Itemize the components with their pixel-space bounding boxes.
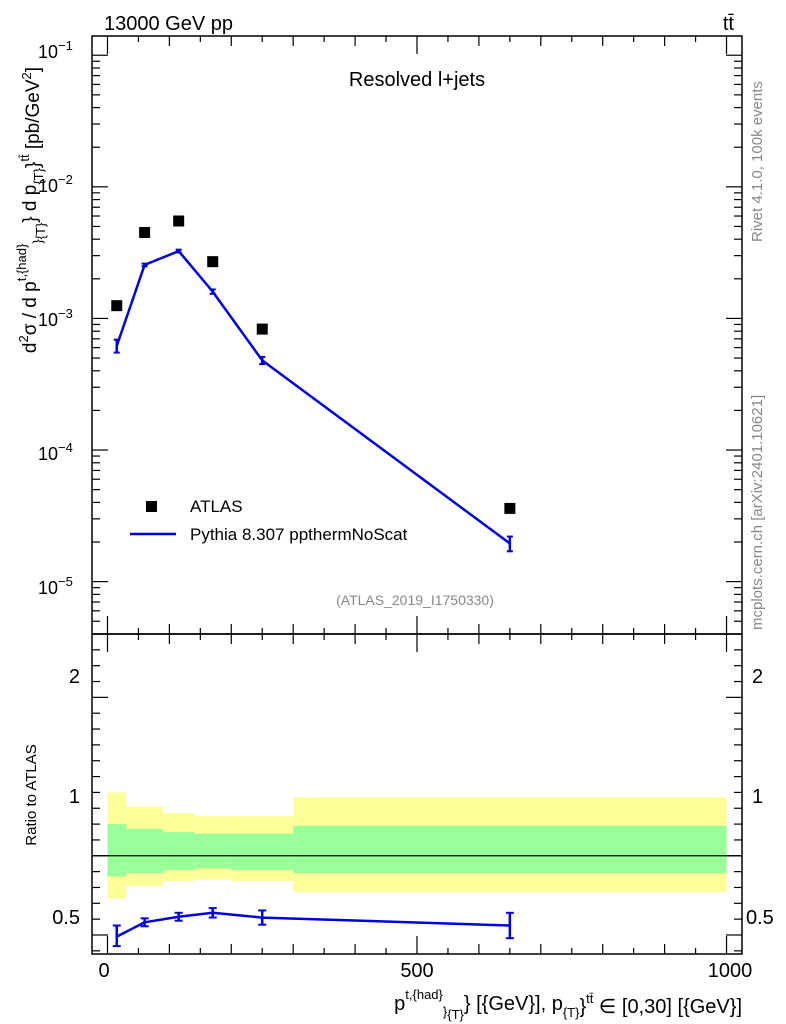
legend-data-marker: [146, 501, 157, 512]
atlas-data-points: [111, 215, 516, 514]
ratio-mc-line: [116, 911, 510, 938]
analysis-title: Resolved l+jets: [349, 69, 485, 91]
mc-error-bars: [113, 248, 513, 553]
atlas-data-point: [207, 256, 219, 268]
ratio-tick-2-left: 2: [69, 666, 80, 688]
main-axis-ticks: [92, 54, 742, 635]
atlas-data-point: [139, 226, 151, 238]
y-ratio-axis-label: Ratio to ATLAS: [23, 744, 40, 845]
y-tick-1e-4: 10−4: [38, 440, 73, 464]
x-tick-0: 0: [98, 960, 109, 982]
ratio-band-inner-bin: [126, 828, 164, 874]
process-label: tt̄: [723, 13, 735, 35]
ratio-band-inner-bin: [107, 824, 127, 877]
analysis-id: (ATLAS_2019_I1750330): [336, 592, 494, 608]
x-tick-1000: 1000: [708, 960, 753, 982]
x-tick-500: 500: [400, 960, 433, 982]
legend-mc-label: Pythia 8.307 ppthermNoScat: [190, 525, 408, 544]
main-panel-frame: [91, 35, 743, 635]
ratio-band-inner-bin: [194, 833, 232, 869]
ratio-band-inner-group: [107, 824, 727, 877]
mcplots-label: mcplots.cern.ch [arXiv:2401.10621]: [749, 395, 766, 630]
ratio-panel-frame: [91, 633, 743, 955]
ratio-band-inner-bin: [293, 825, 727, 874]
ratio-tick-05-right: 0.5: [746, 907, 774, 929]
ratio-tick-2-right: 2: [752, 666, 763, 688]
ratio-tick-1-left: 1: [69, 786, 80, 808]
x-axis-ticks: [106, 36, 728, 954]
atlas-data-point: [173, 215, 185, 227]
atlas-data-point: [504, 502, 516, 514]
y-main-tick-labels: 10−1 10−2 10−3 10−4 10−5: [38, 38, 73, 598]
rivet-label: Rivet 4.1.0, 100k events: [749, 81, 766, 242]
ratio-tick-1-right: 1: [752, 786, 763, 808]
ratio-axis-ticks: [92, 649, 742, 952]
legend: ATLAS Pythia 8.307 ppthermNoScat: [130, 497, 408, 544]
ratio-band-inner-bin: [231, 833, 294, 871]
x-axis-label: pt,{had}}{T}} [{GeV}], p{T}}tt̄ ∈ [0,30]…: [394, 987, 742, 1022]
y-tick-1e-5: 10−5: [38, 574, 73, 598]
y-tick-1e-1: 10−1: [38, 38, 73, 62]
atlas-data-point: [111, 300, 123, 312]
legend-data-label: ATLAS: [190, 497, 243, 516]
mc-line: [115, 249, 511, 545]
y-tick-1e-3: 10−3: [38, 306, 73, 330]
ratio-tick-05-left: 0.5: [52, 907, 80, 929]
x-tick-labels: 0 500 1000: [98, 960, 752, 982]
atlas-data-point: [256, 323, 268, 335]
energy-label: 13000 GeV pp: [104, 13, 233, 35]
y-ratio-tick-labels: 2 1 0.5 2 1 0.5: [52, 666, 774, 929]
ratio-band-inner-bin: [163, 832, 195, 871]
ratio-error-bars: [112, 907, 514, 948]
